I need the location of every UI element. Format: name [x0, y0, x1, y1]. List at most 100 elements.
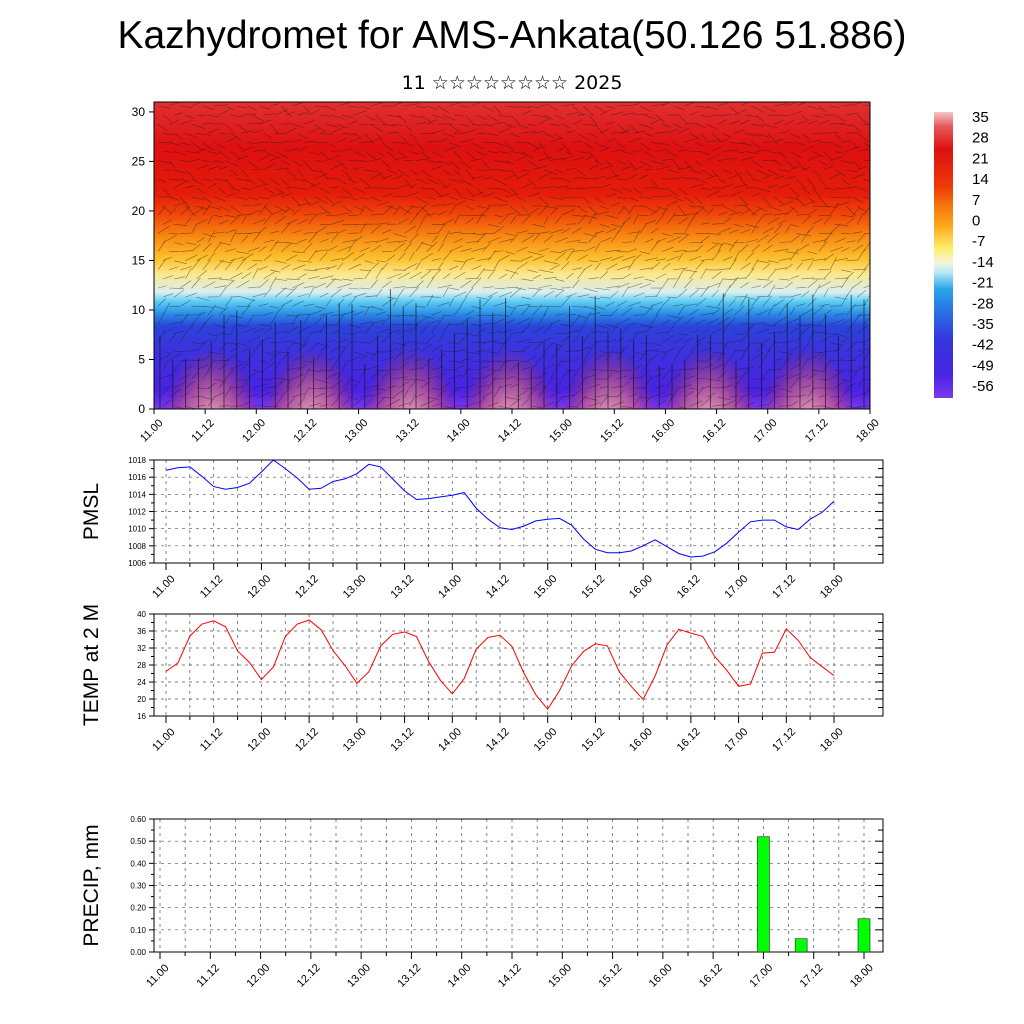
wind-barb [191, 258, 201, 270]
wind-barb [790, 165, 800, 170]
wind-barb [431, 151, 443, 158]
wind-barb [655, 400, 667, 407]
wind-barb [297, 187, 309, 191]
wind-barb [561, 360, 572, 363]
wind-barb [762, 280, 774, 289]
y-tick-label: 1012 [128, 508, 146, 517]
wind-barb [258, 279, 269, 289]
wind-barb [381, 194, 392, 198]
wind-barb [639, 267, 654, 271]
wind-barb [509, 270, 517, 280]
wind-barb [498, 215, 508, 225]
wind-barb [594, 105, 606, 113]
wind-barb [549, 123, 559, 126]
wind-barb [180, 142, 191, 146]
wind-barb [516, 230, 529, 234]
wind-barb [661, 393, 672, 398]
wind-barb [398, 240, 408, 243]
colorbar-label: -35 [972, 316, 994, 333]
wind-barb [762, 123, 778, 128]
wind-barb [538, 156, 554, 161]
x-tick-label: 17.12 [798, 962, 826, 990]
wind-barb [168, 332, 177, 343]
wind-barb [191, 277, 201, 289]
wind-barb [196, 270, 208, 280]
wind-barb [661, 246, 674, 252]
wind-barb [672, 160, 681, 170]
wind-barb [583, 196, 590, 205]
wind-barb [572, 305, 587, 308]
wind-barb [431, 402, 443, 407]
wind-barb [325, 278, 336, 289]
wind-barb [157, 258, 167, 270]
wind-barb [599, 257, 613, 261]
wind-barb [706, 318, 720, 325]
wind-barb [700, 329, 709, 334]
wind-barb [818, 394, 829, 398]
wind-barb [180, 105, 193, 108]
wind-barb [174, 242, 184, 246]
wind-barb [532, 381, 543, 389]
wind-barb [633, 187, 642, 194]
wind-barb [415, 305, 426, 308]
wind-barb [247, 209, 261, 216]
wind-barb [169, 233, 179, 235]
wind-barb [297, 202, 311, 207]
wind-barb [404, 299, 414, 307]
wind-barb [397, 288, 405, 298]
wind-barb [510, 397, 522, 407]
wind-barb [633, 213, 640, 225]
wind-barb [180, 374, 190, 380]
wind-barb [729, 229, 739, 234]
wind-barb [532, 224, 546, 228]
wind-barb [745, 401, 755, 407]
wind-barb [342, 133, 356, 135]
wind-barb [174, 151, 187, 156]
wind-barb [863, 196, 870, 200]
wind-barb [594, 196, 605, 205]
wind-barb [756, 205, 768, 213]
x-tick-label: 11.12 [194, 962, 221, 989]
wind-barb [711, 309, 720, 316]
wind-barb [370, 102, 384, 107]
wind-barb [863, 349, 870, 361]
wind-barb [622, 216, 632, 225]
wind-barb [543, 169, 557, 175]
wind-barb [162, 169, 173, 171]
wind-barb [169, 266, 179, 271]
wind-barb [185, 151, 200, 154]
wind-barb [666, 236, 681, 243]
wind-barb [241, 380, 249, 389]
wind-barb [431, 114, 447, 120]
wind-barb [700, 396, 712, 407]
wind-barb [476, 233, 486, 243]
colorbar-label: -28 [972, 295, 994, 312]
wind-barb [314, 351, 324, 362]
wind-barb [353, 151, 366, 157]
wind-barb [796, 142, 806, 146]
wind-barb [415, 280, 424, 289]
wind-barb [303, 387, 309, 398]
wind-barb [845, 205, 856, 217]
wind-barb [846, 259, 857, 261]
wind-barb [829, 142, 844, 149]
wind-barb [263, 163, 276, 170]
wind-barb [180, 300, 191, 307]
wind-barb [717, 371, 727, 380]
wind-barb [554, 396, 563, 407]
wind-barb [628, 354, 636, 362]
wind-barb [717, 178, 727, 184]
wind-barb [196, 296, 210, 301]
wind-barb [812, 331, 827, 334]
wind-barb [639, 123, 654, 129]
wind-barb [527, 251, 543, 256]
wind-barb [532, 145, 546, 152]
wind-barb [364, 205, 374, 213]
wind-barb [554, 289, 565, 298]
y-tick-label: 10 [132, 303, 146, 317]
wind-barb [762, 174, 773, 180]
wind-barb [617, 178, 629, 181]
wind-barb [286, 278, 300, 280]
colorbar-label: 35 [972, 109, 989, 126]
wind-barb [308, 200, 320, 207]
